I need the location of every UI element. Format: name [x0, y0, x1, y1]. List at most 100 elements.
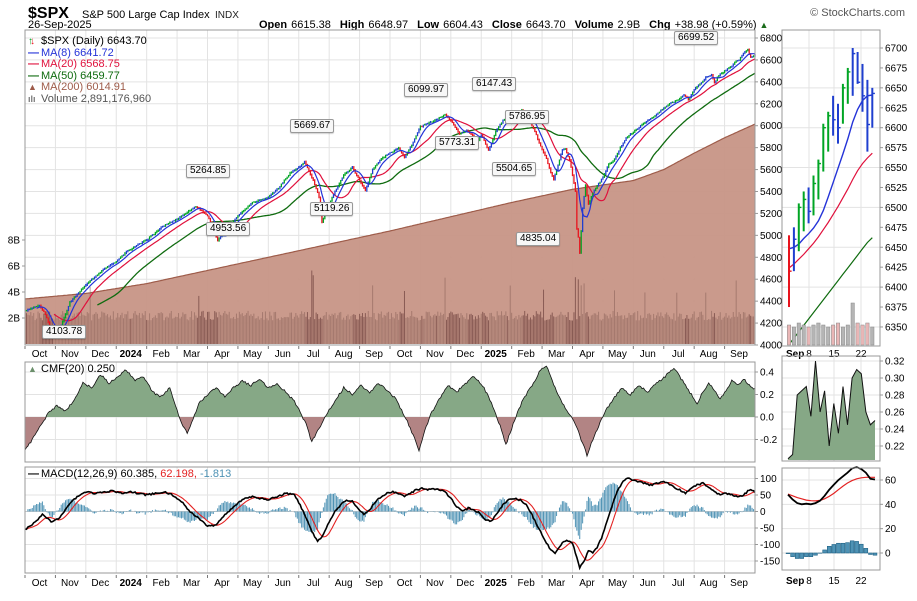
x-axis-month-label: Aug [335, 578, 353, 589]
mini-price-y-tick: 6525 [885, 183, 908, 194]
macd-y-tick: -100 [760, 540, 780, 551]
mini-cmf-y-tick: 0.22 [885, 442, 905, 453]
volume-y-tick: 2B [8, 314, 21, 325]
x-axis-month-label: Aug [335, 349, 353, 360]
symbol-title: $SPX [28, 5, 69, 22]
main-y-tick: 4800 [760, 253, 783, 264]
mini-macd-y-tick: 20 [885, 524, 897, 535]
main-y-tick: 4600 [760, 275, 783, 286]
main-y-tick: 6200 [760, 99, 783, 110]
legend-text: $SPX (Daily) 6643.70 [41, 35, 147, 47]
legend-text: CMF(20) 0.250 [41, 363, 115, 375]
mini-price-y-tick: 6400 [885, 283, 908, 294]
mini-x-axis-label: 8 [806, 576, 812, 587]
volume-y-tick: 6B [8, 262, 21, 273]
mini-price-y-tick: 6650 [885, 83, 908, 94]
x-axis-month-label: 2025 [485, 578, 508, 589]
legend-row: — MA(8) 6641.72 [28, 46, 151, 60]
main-y-tick: 6600 [760, 55, 783, 66]
x-axis-month-label: Nov [61, 578, 79, 589]
price-annotation: 6699.52 [674, 31, 719, 45]
x-axis-month-label: Dec [456, 578, 474, 589]
mini-cmf-y-tick: 0.32 [885, 357, 905, 368]
mini-macd-panel: 60 40 20 0 [781, 466, 897, 571]
volume-y-tick: 8B [8, 236, 21, 247]
cmf-panel: 0.4 0.2 0.0 -0.2 [24, 361, 778, 463]
quote-label: Chg [649, 19, 671, 31]
mini-x-axis-label: 22 [855, 349, 867, 360]
x-axis-month-label: Aug [700, 578, 718, 589]
legend-row: — MA(50) 6459.77 [28, 69, 151, 83]
price-annotation: 5264.85 [186, 164, 231, 178]
line-style-icon: — [28, 468, 39, 480]
mini-x-axis-label: Sep [786, 349, 804, 360]
legend-row: ▲ MA(200) 6014.91 [28, 81, 151, 94]
change-up-arrow-icon: ▲ [759, 20, 769, 30]
area-style-icon: ▲ [28, 82, 37, 92]
mini-price-y-tick: 6350 [885, 322, 908, 333]
cmf-y-tick: 0.4 [760, 368, 774, 379]
cmf-y-tick: -0.2 [760, 435, 778, 446]
mini-price-y-tick: 6500 [885, 203, 908, 214]
quote-label: Open [259, 19, 288, 31]
line-style-icon: — [28, 58, 39, 70]
macd-panel: 100 50 0 -50 -100 -150 [24, 466, 780, 574]
x-axis-month-label: Jul [672, 578, 685, 589]
main-y-tick: 5800 [760, 143, 783, 154]
price-annotation: 6099.97 [404, 83, 449, 97]
legend-row: — MA(20) 6568.75 [28, 58, 151, 71]
mini-price-y-tick: 6425 [885, 263, 908, 274]
mini-macd-y-tick: 60 [885, 475, 897, 486]
x-axis-month-label: Oct [397, 349, 413, 360]
quote-value: +38.98 (+0.59%) [674, 19, 757, 31]
mini-price-y-tick: 6450 [885, 243, 908, 254]
mini-x-axis-label: 8 [806, 349, 812, 360]
mini-cmf-y-tick: 0.26 [885, 408, 905, 419]
macd-y-tick: 50 [760, 491, 772, 502]
x-axis-month-label: Jun [275, 578, 291, 589]
x-axis-month-label: Dec [456, 349, 474, 360]
x-axis-month-label: Oct [32, 578, 48, 589]
main-y-tick: 4200 [760, 319, 783, 330]
line-style-icon: — [28, 69, 39, 82]
legend-text: 62.198, [157, 468, 197, 480]
price-annotation: 4835.04 [516, 232, 561, 246]
macd-y-tick: 100 [760, 474, 777, 485]
volume-y-tick: 4B [8, 288, 21, 299]
cmf-y-tick: 0.0 [760, 413, 774, 424]
mini-price-y-tick: 6550 [885, 163, 908, 174]
price-annotation: 5786.95 [505, 110, 550, 124]
main-price-panel: 6800 6600 6400 6200 6000 5800 5600 5400 5200 5000… [8, 29, 783, 352]
x-axis-month-label: Oct [397, 578, 413, 589]
main-y-tick: 6800 [760, 34, 783, 45]
macd-y-tick: -150 [760, 557, 780, 568]
price-annotation: 5773.31 [435, 136, 480, 150]
cmf-y-tick: 0.2 [760, 390, 774, 401]
mini-price-y-tick: 6575 [885, 143, 908, 154]
mini-price-panel: 6700 6675 6650 6625 6600 6575 6550 6525 6500 6475… [781, 29, 908, 347]
quote-label: High [339, 19, 365, 31]
main-y-tick: 5000 [760, 231, 783, 242]
x-axis-month-label: Sep [730, 578, 748, 589]
mini-price-y-tick: 6700 [885, 44, 908, 55]
x-axis-month-label: Nov [61, 349, 79, 360]
main-y-tick: 5200 [760, 209, 783, 220]
main-y-tick: 5400 [760, 187, 783, 198]
legend-text: MA(8) 6641.72 [41, 46, 114, 59]
x-axis-month-label: Jun [640, 349, 656, 360]
mini-cmf-y-tick: 0.24 [885, 425, 905, 436]
mini-macd-y-tick: 0 [885, 549, 891, 560]
x-axis-month-label: Nov [426, 349, 444, 360]
quote-value: 6604.43 [443, 19, 483, 31]
cmf-legend: ▲ CMF(20) 0.250 [28, 363, 115, 376]
x-axis-month-label: Nov [426, 578, 444, 589]
x-axis-month-label: Mar [548, 349, 566, 360]
mini-cmf-y-tick: 0.28 [885, 391, 905, 402]
legend-text: Volume 2,891,176,960 [41, 92, 152, 105]
x-axis-month-label: Feb [518, 349, 536, 360]
candlestick-style-icon: ↑↓ [28, 36, 35, 47]
quote-label: Low [417, 19, 440, 31]
legend-row: ılı Volume 2,891,176,960 [28, 92, 152, 106]
x-axis-month-label: May [608, 578, 627, 589]
